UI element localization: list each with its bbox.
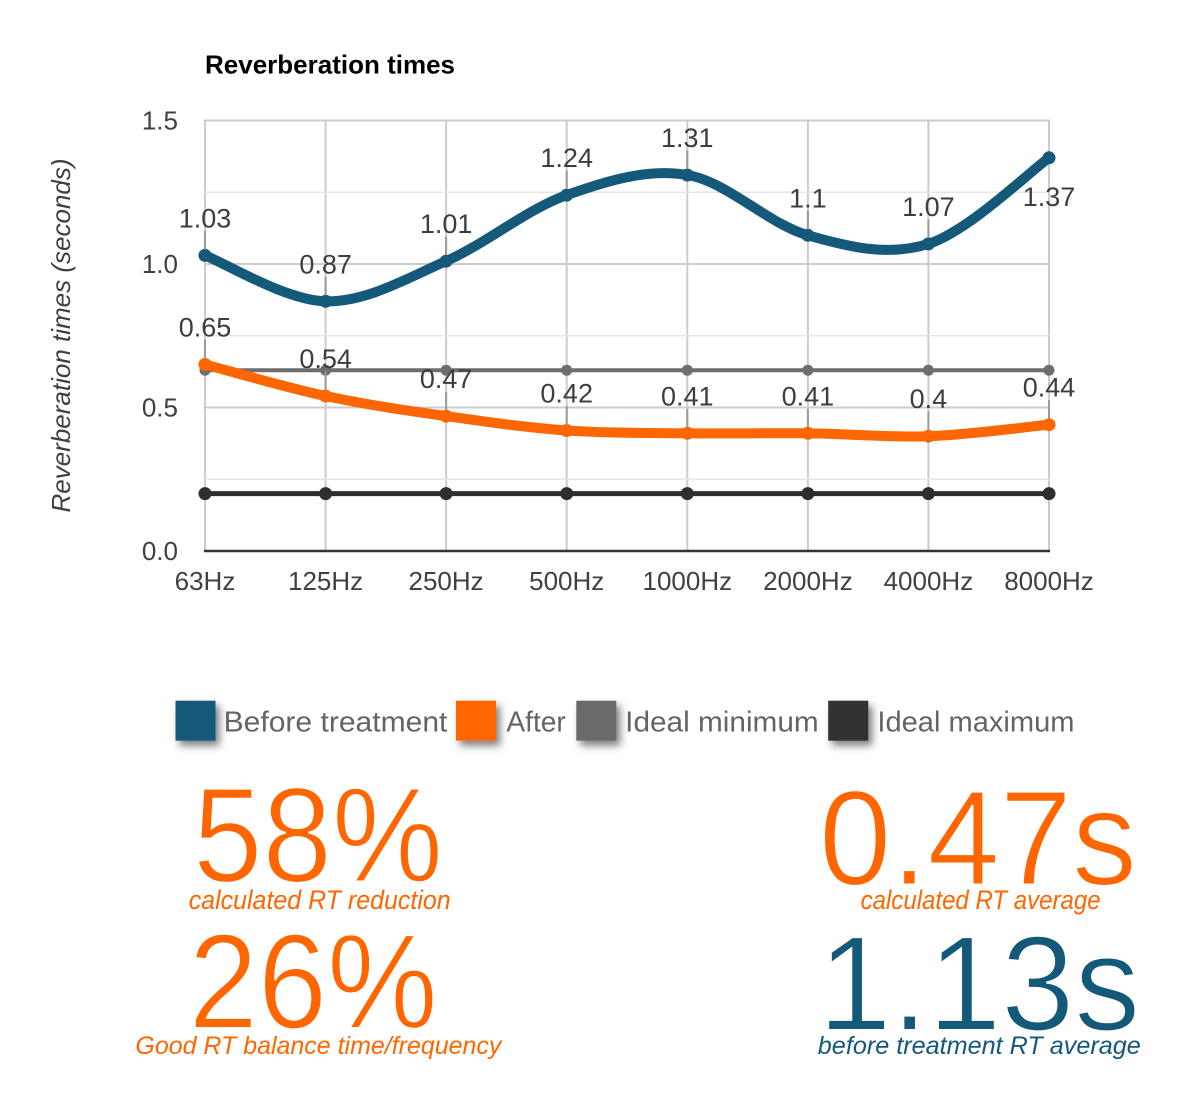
svg-text:8000Hz: 8000Hz: [1004, 566, 1094, 596]
svg-text:1.5: 1.5: [142, 106, 178, 136]
svg-text:before treatment RT average: before treatment RT average: [818, 1032, 1141, 1060]
svg-text:calculated RT reduction: calculated RT reduction: [189, 885, 451, 915]
svg-text:1.07: 1.07: [902, 192, 955, 222]
svg-text:0.4: 0.4: [910, 384, 948, 414]
svg-text:calculated RT average: calculated RT average: [861, 885, 1101, 915]
svg-text:1.0: 1.0: [142, 249, 178, 279]
svg-text:0.44: 0.44: [1023, 373, 1076, 403]
svg-text:1.03: 1.03: [179, 203, 232, 233]
svg-text:0.47s: 0.47s: [819, 763, 1137, 914]
svg-text:0.42: 0.42: [540, 379, 593, 409]
svg-text:1.31: 1.31: [661, 123, 714, 153]
svg-text:1000Hz: 1000Hz: [642, 566, 732, 596]
svg-text:Reverberation times (seconds): Reverberation times (seconds): [46, 158, 76, 512]
svg-text:1.24: 1.24: [540, 143, 593, 173]
svg-text:2000Hz: 2000Hz: [763, 566, 853, 596]
svg-text:0.0: 0.0: [142, 536, 178, 566]
svg-text:26%: 26%: [189, 906, 438, 1057]
svg-text:0.5: 0.5: [142, 393, 178, 423]
svg-text:1.1: 1.1: [789, 183, 827, 213]
svg-text:58%: 58%: [193, 760, 443, 911]
svg-text:After: After: [506, 707, 566, 739]
svg-text:Before treatment: Before treatment: [224, 707, 448, 739]
svg-text:Good RT balance time/frequency: Good RT balance time/frequency: [135, 1032, 502, 1060]
svg-text:0.65: 0.65: [179, 312, 232, 342]
svg-text:0.41: 0.41: [782, 381, 835, 411]
svg-text:Ideal minimum: Ideal minimum: [625, 707, 819, 739]
svg-text:500Hz: 500Hz: [529, 566, 604, 596]
svg-text:1.01: 1.01: [420, 209, 473, 239]
svg-text:63Hz: 63Hz: [175, 566, 236, 596]
svg-text:250Hz: 250Hz: [409, 566, 484, 596]
svg-text:0.47: 0.47: [420, 364, 473, 394]
svg-text:Reverberation times: Reverberation times: [205, 50, 455, 80]
svg-text:4000Hz: 4000Hz: [884, 566, 974, 596]
svg-text:0.87: 0.87: [299, 249, 352, 279]
svg-text:0.54: 0.54: [299, 344, 352, 374]
svg-text:Ideal maximum: Ideal maximum: [877, 707, 1074, 739]
svg-text:125Hz: 125Hz: [288, 566, 363, 596]
svg-text:1.13s: 1.13s: [818, 908, 1140, 1059]
svg-text:0.41: 0.41: [661, 381, 714, 411]
svg-text:1.37: 1.37: [1023, 182, 1076, 212]
